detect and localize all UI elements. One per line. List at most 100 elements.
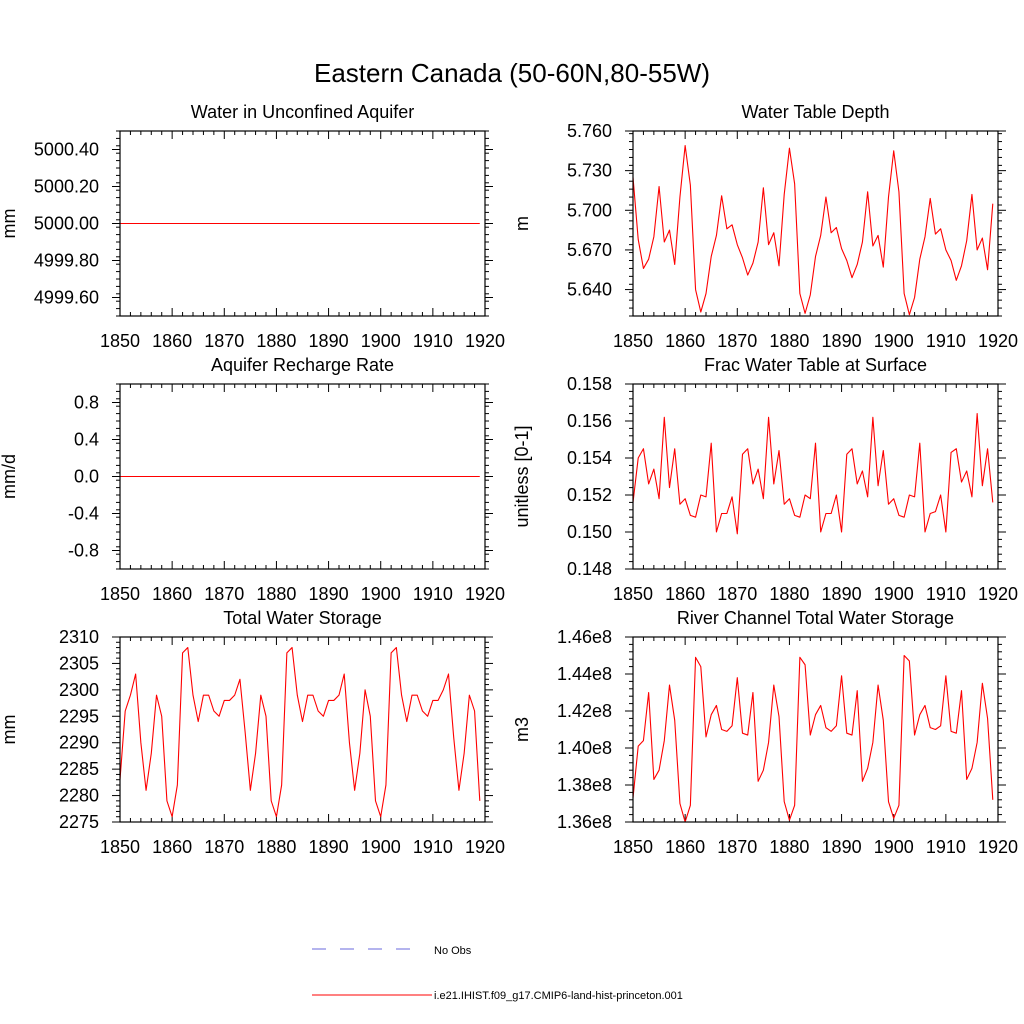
legend-label-no-obs: No Obs [434, 945, 472, 957]
y-tick-label: 0.0 [74, 467, 99, 487]
x-tick-label: 1870 [717, 584, 757, 604]
panel-title: River Channel Total Water Storage [677, 608, 954, 628]
series-line [632, 654, 994, 823]
x-tick-label: 1880 [769, 331, 809, 351]
x-tick-label: 1860 [152, 837, 192, 857]
panel-total-water-storage: Total Water Storage mm 1850 1860 1870 1880 189… [0, 608, 505, 857]
y-tick-label: 5000.20 [34, 177, 99, 197]
x-tick-label: 1880 [256, 331, 296, 351]
y-tick-label: 0.8 [74, 393, 99, 413]
panel-recharge-rate: Aquifer Recharge Rate mm/d 1850 1860 1870 188… [0, 355, 505, 604]
y-tick-label: 2280 [59, 786, 99, 806]
x-tick-label: 1860 [152, 331, 192, 351]
y-tick-label: 4999.80 [34, 251, 99, 271]
y-tick-label: 5.760 [567, 121, 612, 141]
y-tick-label: 0.150 [567, 522, 612, 542]
x-tick-label: 1860 [665, 331, 705, 351]
y-tick-label: 2290 [59, 733, 99, 753]
y-axis-label: mm [0, 209, 19, 239]
y-tick-label: 5.670 [567, 240, 612, 260]
panel-title: Frac Water Table at Surface [704, 355, 927, 375]
x-tick-label: 1910 [926, 584, 966, 604]
x-tick-label: 1870 [204, 837, 244, 857]
x-tick-label: 1900 [874, 331, 914, 351]
x-tick-label: 1900 [361, 584, 401, 604]
y-tick-label: 2275 [59, 812, 99, 832]
x-tick-label: 1910 [926, 837, 966, 857]
plot-frame [632, 383, 999, 570]
y-axis-label: unitless [0-1] [512, 425, 532, 527]
y-tick-label: 1.38e8 [557, 775, 612, 795]
x-tick-label: 1850 [100, 331, 140, 351]
x-tick-label: 1850 [613, 584, 653, 604]
x-tick-label: 1870 [204, 331, 244, 351]
y-tick-label: 5.640 [567, 280, 612, 300]
y-axis-label: m3 [512, 717, 532, 742]
plot-frame [632, 130, 999, 317]
y-tick-label: 0.152 [567, 485, 612, 505]
panel-title: Water in Unconfined Aquifer [191, 102, 414, 122]
x-tick-label: 1870 [204, 584, 244, 604]
y-tick-label: 4999.60 [34, 288, 99, 308]
x-tick-label: 1890 [309, 584, 349, 604]
y-tick-label: 2285 [59, 759, 99, 779]
y-tick-label: 5000.00 [34, 214, 99, 234]
x-tick-label: 1870 [717, 837, 757, 857]
y-axis-label: mm/d [0, 454, 19, 499]
x-tick-label: 1880 [256, 837, 296, 857]
x-tick-label: 1920 [978, 837, 1018, 857]
plot-frame [119, 383, 486, 570]
panel-title: Water Table Depth [741, 102, 889, 122]
x-tick-label: 1890 [822, 584, 862, 604]
x-tick-label: 1880 [769, 584, 809, 604]
figure-title: Eastern Canada (50-60N,80-55W) [314, 58, 710, 88]
y-tick-label: 1.44e8 [557, 664, 612, 684]
x-tick-label: 1860 [152, 584, 192, 604]
x-tick-label: 1850 [100, 584, 140, 604]
plot-frame [119, 636, 486, 823]
panel-water-table-depth: Water Table Depth m 1850 1860 1870 1880 1890 19… [512, 102, 1018, 351]
x-tick-label: 1850 [613, 331, 653, 351]
y-tick-label: 2295 [59, 706, 99, 726]
x-tick-label: 1850 [100, 837, 140, 857]
y-axis-label: m [512, 216, 532, 231]
y-tick-label: 0.154 [567, 448, 612, 468]
x-tick-label: 1880 [769, 837, 809, 857]
panel-title: Total Water Storage [223, 608, 381, 628]
y-tick-label: -0.8 [68, 541, 99, 561]
y-tick-label: 1.40e8 [557, 738, 612, 758]
plot-frame [632, 636, 999, 823]
panel-frac-water-table: Frac Water Table at Surface unitless [0-1… [512, 355, 1018, 604]
x-tick-label: 1920 [465, 584, 505, 604]
y-tick-label: 2305 [59, 653, 99, 673]
legend: No Obs i.e21.IHIST.f09_g17.CMIP6-land-his… [312, 945, 683, 1002]
series-line [632, 144, 994, 316]
x-tick-label: 1890 [309, 837, 349, 857]
y-tick-label: 0.158 [567, 374, 612, 394]
x-tick-label: 1850 [613, 837, 653, 857]
legend-label-run: i.e21.IHIST.f09_g17.CMIP6-land-hist-prin… [434, 990, 683, 1002]
x-tick-label: 1900 [874, 584, 914, 604]
chart-panels: Water in Unconfined Aquifer mm 1850 1860 187… [0, 102, 1018, 857]
x-tick-label: 1910 [413, 584, 453, 604]
y-tick-label: 0.156 [567, 411, 612, 431]
y-axis-label: mm [0, 715, 19, 745]
x-tick-label: 1860 [665, 584, 705, 604]
y-tick-label: 5.700 [567, 200, 612, 220]
x-tick-label: 1890 [309, 331, 349, 351]
x-tick-label: 1880 [256, 584, 296, 604]
x-tick-label: 1890 [822, 331, 862, 351]
y-tick-label: 5.730 [567, 161, 612, 181]
series-line [632, 413, 994, 535]
x-tick-label: 1900 [361, 331, 401, 351]
x-tick-label: 1860 [665, 837, 705, 857]
y-tick-label: 2300 [59, 680, 99, 700]
x-tick-label: 1900 [361, 837, 401, 857]
x-tick-label: 1920 [978, 584, 1018, 604]
x-tick-label: 1920 [465, 331, 505, 351]
y-tick-label: 1.36e8 [557, 812, 612, 832]
y-tick-label: 1.46e8 [557, 627, 612, 647]
y-tick-label: 0.4 [74, 430, 99, 450]
